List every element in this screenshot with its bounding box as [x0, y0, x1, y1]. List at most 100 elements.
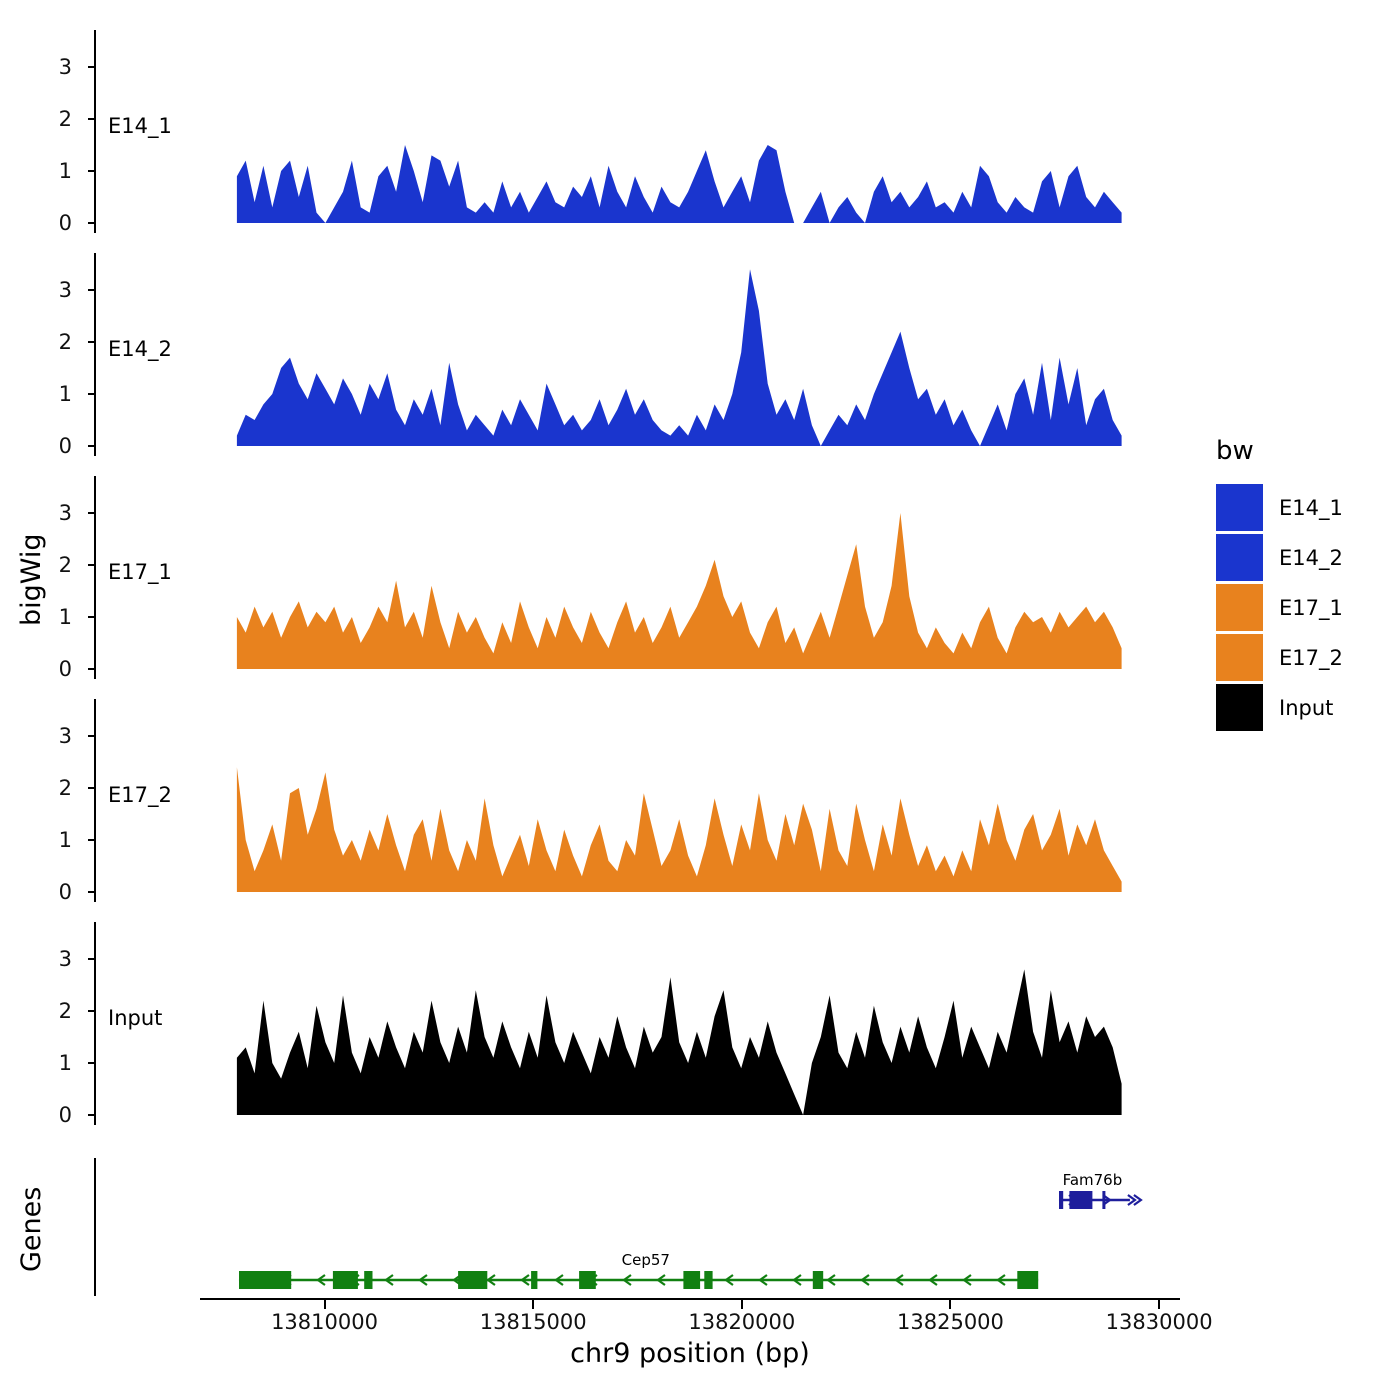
- legend-swatch-e14-1: [1216, 484, 1263, 531]
- genes-plot: Fam76b Cep57: [94, 1158, 1143, 1296]
- y-tick-label: 0: [58, 434, 72, 458]
- area-E14_2: [236, 269, 1122, 446]
- strand-arrow-icon: [758, 1274, 768, 1286]
- gene-label-Cep57: Cep57: [622, 1251, 670, 1269]
- y-tick-label: 3: [58, 501, 72, 525]
- end-arrow-icon: [1133, 1194, 1143, 1206]
- x-tick-mark: [740, 1300, 743, 1309]
- y-tick-label: 1: [58, 382, 72, 406]
- y-tick-label: 2: [58, 999, 72, 1023]
- track-E17_1: 0 1 2 3 E17_1: [0, 474, 1250, 681]
- exon-Cep57: [812, 1271, 824, 1289]
- exon-Cep57: [683, 1271, 701, 1289]
- legend-item: E17_1: [1216, 584, 1343, 631]
- x-tick-label: 13830000: [1105, 1310, 1213, 1334]
- strand-arrow-icon: [520, 1274, 530, 1286]
- track-E14_1: 0 1 2 3 E14_1: [0, 28, 1250, 235]
- strand-arrow-icon: [554, 1274, 564, 1286]
- y-tick-label: 1: [58, 828, 72, 852]
- y-tick-label: 0: [58, 211, 72, 235]
- x-tick-mark: [323, 1300, 326, 1309]
- end-arrow-icon: [1127, 1194, 1137, 1206]
- y-tick-label: 0: [58, 880, 72, 904]
- strand-arrow-icon: [894, 1274, 904, 1286]
- exon-Cep57: [579, 1271, 596, 1289]
- track-E14_2: 0 1 2 3 E14_2: [0, 251, 1250, 458]
- strand-arrow-icon: [622, 1274, 632, 1286]
- strand-arrow-icon: [928, 1274, 938, 1286]
- y-tick-label: 2: [58, 330, 72, 354]
- strand-arrow-icon: [418, 1274, 428, 1286]
- exon-Cep57: [1017, 1271, 1039, 1289]
- strand-arrow-icon: [656, 1274, 666, 1286]
- exon-Fam76b: [1069, 1191, 1093, 1209]
- exon-Fam76b: [1059, 1191, 1064, 1209]
- track-plot-E17_1: [88, 476, 1122, 679]
- exon-Cep57: [458, 1271, 488, 1289]
- track-plot-E17_2: [88, 699, 1122, 902]
- x-tick-label: 13820000: [688, 1310, 796, 1334]
- exon-Cep57: [704, 1271, 713, 1289]
- track-label: E14_1: [108, 114, 172, 138]
- x-tick-mark: [1158, 1300, 1161, 1309]
- legend-title: bw: [1216, 436, 1254, 466]
- genes-panel: Fam76b Cep57: [85, 1150, 1185, 1300]
- genes-axis-title: Genes: [16, 1186, 47, 1272]
- strand-arrow-icon: [384, 1274, 394, 1286]
- x-tick-mark: [532, 1300, 535, 1309]
- y-tick-label: 3: [58, 947, 72, 971]
- track-plot-E14_2: [88, 253, 1122, 456]
- legend-item: E14_2: [1216, 534, 1343, 581]
- legend-swatch-e14-2: [1216, 534, 1263, 581]
- exon-Cep57: [531, 1271, 538, 1289]
- x-tick-label: 13825000: [897, 1310, 1004, 1334]
- y-tick-label: 0: [58, 657, 72, 681]
- y-tick-label: 1: [58, 159, 72, 183]
- legend-label: E17_2: [1279, 645, 1343, 670]
- x-axis-line: [200, 1298, 1180, 1300]
- track-label: E17_1: [108, 560, 172, 584]
- x-tick-label: 13810000: [271, 1310, 378, 1334]
- y-tick-label: 3: [58, 55, 72, 79]
- y-tick-label: 2: [58, 107, 72, 131]
- strand-arrow-icon: [962, 1274, 972, 1286]
- legend-swatch-e17-1: [1216, 584, 1263, 631]
- legend-label: E14_2: [1279, 545, 1343, 570]
- strand-arrow-icon: [792, 1274, 802, 1286]
- strand-arrow-icon: [316, 1274, 326, 1286]
- y-tick-label: 2: [58, 553, 72, 577]
- y-tick-label: 2: [58, 776, 72, 800]
- legend-item: E14_1: [1216, 484, 1343, 531]
- y-tick-label: 3: [58, 724, 72, 748]
- legend-swatch-e17-2: [1216, 634, 1263, 681]
- area-E17_2: [236, 767, 1122, 892]
- x-tick-mark: [949, 1300, 952, 1309]
- strand-arrow-icon: [486, 1274, 496, 1286]
- legend-item: Input: [1216, 684, 1343, 731]
- area-Input: [236, 969, 1122, 1115]
- y-tick-label: 3: [58, 278, 72, 302]
- strand-arrow-icon: [826, 1274, 836, 1286]
- y-tick-label: 1: [58, 1051, 72, 1075]
- track-E17_2: 0 1 2 3 E17_2: [0, 697, 1250, 904]
- area-E17_1: [236, 513, 1122, 669]
- exon-Cep57: [239, 1271, 292, 1289]
- gene-label-Fam76b: Fam76b: [1063, 1171, 1123, 1189]
- exon-Fam76b: [1102, 1191, 1106, 1209]
- track-plot-E14_1: [88, 30, 1122, 233]
- exon-Cep57: [364, 1271, 373, 1289]
- y-tick-label: 0: [58, 1103, 72, 1127]
- track-label: E14_2: [108, 337, 172, 361]
- track-Input: 0 1 2 3 Input: [0, 920, 1250, 1127]
- y-tick-label: 1: [58, 605, 72, 629]
- area-E14_1: [236, 145, 1122, 223]
- legend: bw E14_1 E14_2 E17_1 E17_2 Input: [1216, 436, 1343, 734]
- strand-arrow-icon: [996, 1274, 1006, 1286]
- legend-label: E17_1: [1279, 595, 1343, 620]
- exon-Cep57: [332, 1271, 358, 1289]
- legend-swatch-input: [1216, 684, 1263, 731]
- legend-item: E17_2: [1216, 634, 1343, 681]
- x-tick-label: 13815000: [479, 1310, 587, 1334]
- track-plot-Input: [88, 922, 1122, 1125]
